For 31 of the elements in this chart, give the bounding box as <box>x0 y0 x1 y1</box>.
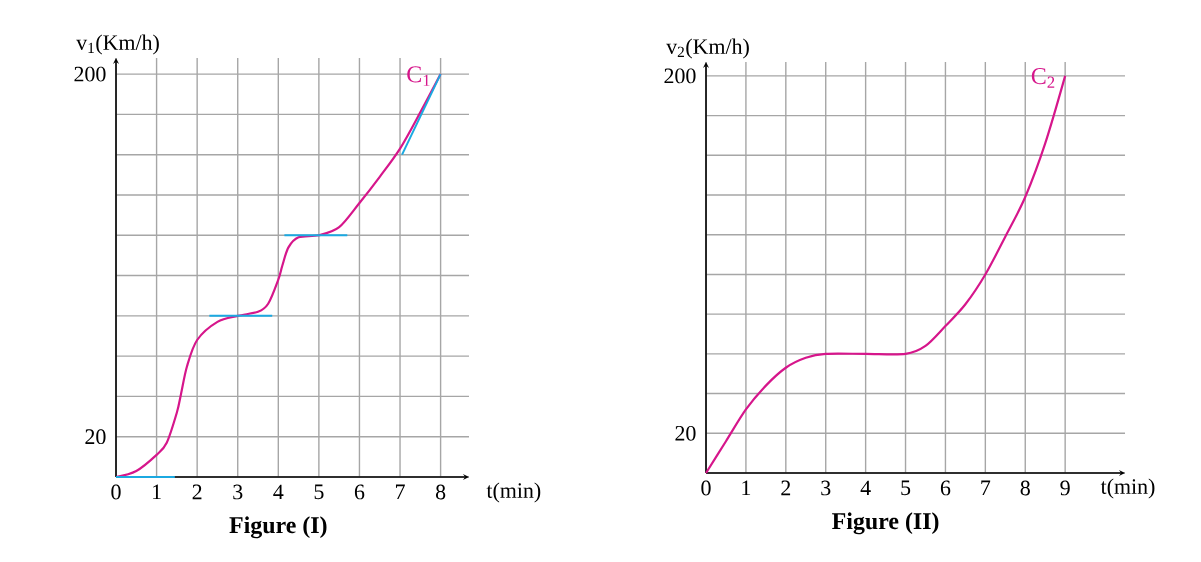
x-tick-label: 9 <box>1060 480 1070 496</box>
x-tick-label: 8 <box>435 484 446 500</box>
x-tick-label: 8 <box>1020 480 1030 496</box>
x-tick-label: 0 <box>111 484 121 500</box>
x-tick-label: 4 <box>860 480 871 496</box>
x-tick-label: 5 <box>314 484 324 500</box>
y-axis-title: v$_{1}$(Km/h) <box>76 34 159 55</box>
x-tick-label: 2 <box>192 484 202 500</box>
y-tick-label: 20 <box>85 429 106 445</box>
annotation: C$_{1}$ <box>407 66 430 86</box>
annotation: C$_{2}$ <box>1031 68 1055 88</box>
x-tick-label: 4 <box>273 484 284 500</box>
y-tick-label: 20 <box>675 425 696 441</box>
x-tick-label: 0 <box>701 480 711 496</box>
text: Figure (I) <box>229 516 327 539</box>
x-tick-label: 6 <box>940 480 951 496</box>
x-tick-label: 5 <box>901 480 911 496</box>
x-tick-label: 1 <box>742 480 751 496</box>
x-tick-label: 7 <box>395 484 405 499</box>
y-tick-label: 200 <box>664 68 696 84</box>
x-axis-title: t(min) <box>486 482 541 503</box>
text: Figure (II) <box>832 512 939 535</box>
x-tick-label: 7 <box>981 480 991 495</box>
x-axis-title: t(min) <box>1100 478 1155 499</box>
x-tick-label: 1 <box>153 484 161 500</box>
x-tick-label: 2 <box>781 480 791 496</box>
x-tick-label: 3 <box>821 480 831 496</box>
y-axis-title: v$_{2}$(Km/h) <box>666 38 749 59</box>
x-tick-label: 6 <box>354 484 365 500</box>
y-tick-label: 200 <box>74 66 106 82</box>
x-tick-label: 3 <box>233 484 243 500</box>
